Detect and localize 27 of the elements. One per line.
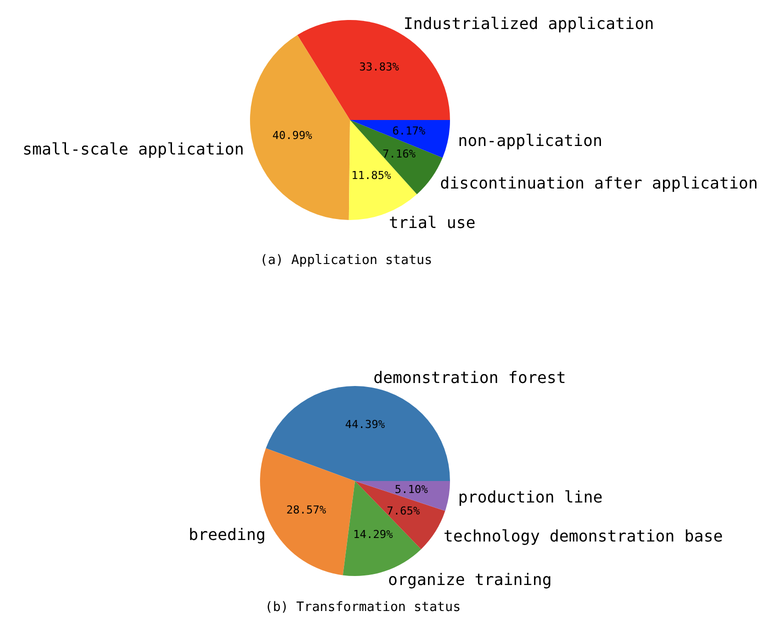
pie-slice xyxy=(355,481,446,550)
data-label: 11.85% xyxy=(351,169,392,182)
data-label: 7.65% xyxy=(386,504,420,518)
slice-label: demonstration forest xyxy=(373,368,566,388)
slice-label: non-application xyxy=(458,131,602,150)
pie-slice xyxy=(266,386,450,481)
text: (a) Application status xyxy=(260,253,432,268)
data-label: 33.83% xyxy=(359,60,400,74)
slice-label: production line xyxy=(458,488,603,507)
text: (b) Transformation status xyxy=(265,600,461,615)
data-label: 6.17% xyxy=(392,124,426,138)
slice-label: discontinuation after application xyxy=(440,173,758,192)
data-label: 7.16% xyxy=(382,148,416,160)
data-label: 14.29% xyxy=(353,528,394,542)
slice-label: small-scale application xyxy=(22,140,244,159)
pie-slice xyxy=(350,120,443,194)
data-label: 28.57% xyxy=(286,504,326,517)
slice-label: breeding xyxy=(188,525,266,544)
data-label: 44.39% xyxy=(345,418,386,431)
slice-label: Industrialized application xyxy=(404,14,654,33)
pie-slice xyxy=(350,120,450,158)
slice-label: organize training xyxy=(388,570,552,590)
slice-label: trial use xyxy=(388,212,476,232)
data-label: 5.10% xyxy=(394,483,428,496)
pie-slice xyxy=(250,35,350,220)
slice-label: technology demonstration base xyxy=(443,526,723,546)
data-label: 40.99% xyxy=(272,129,312,142)
